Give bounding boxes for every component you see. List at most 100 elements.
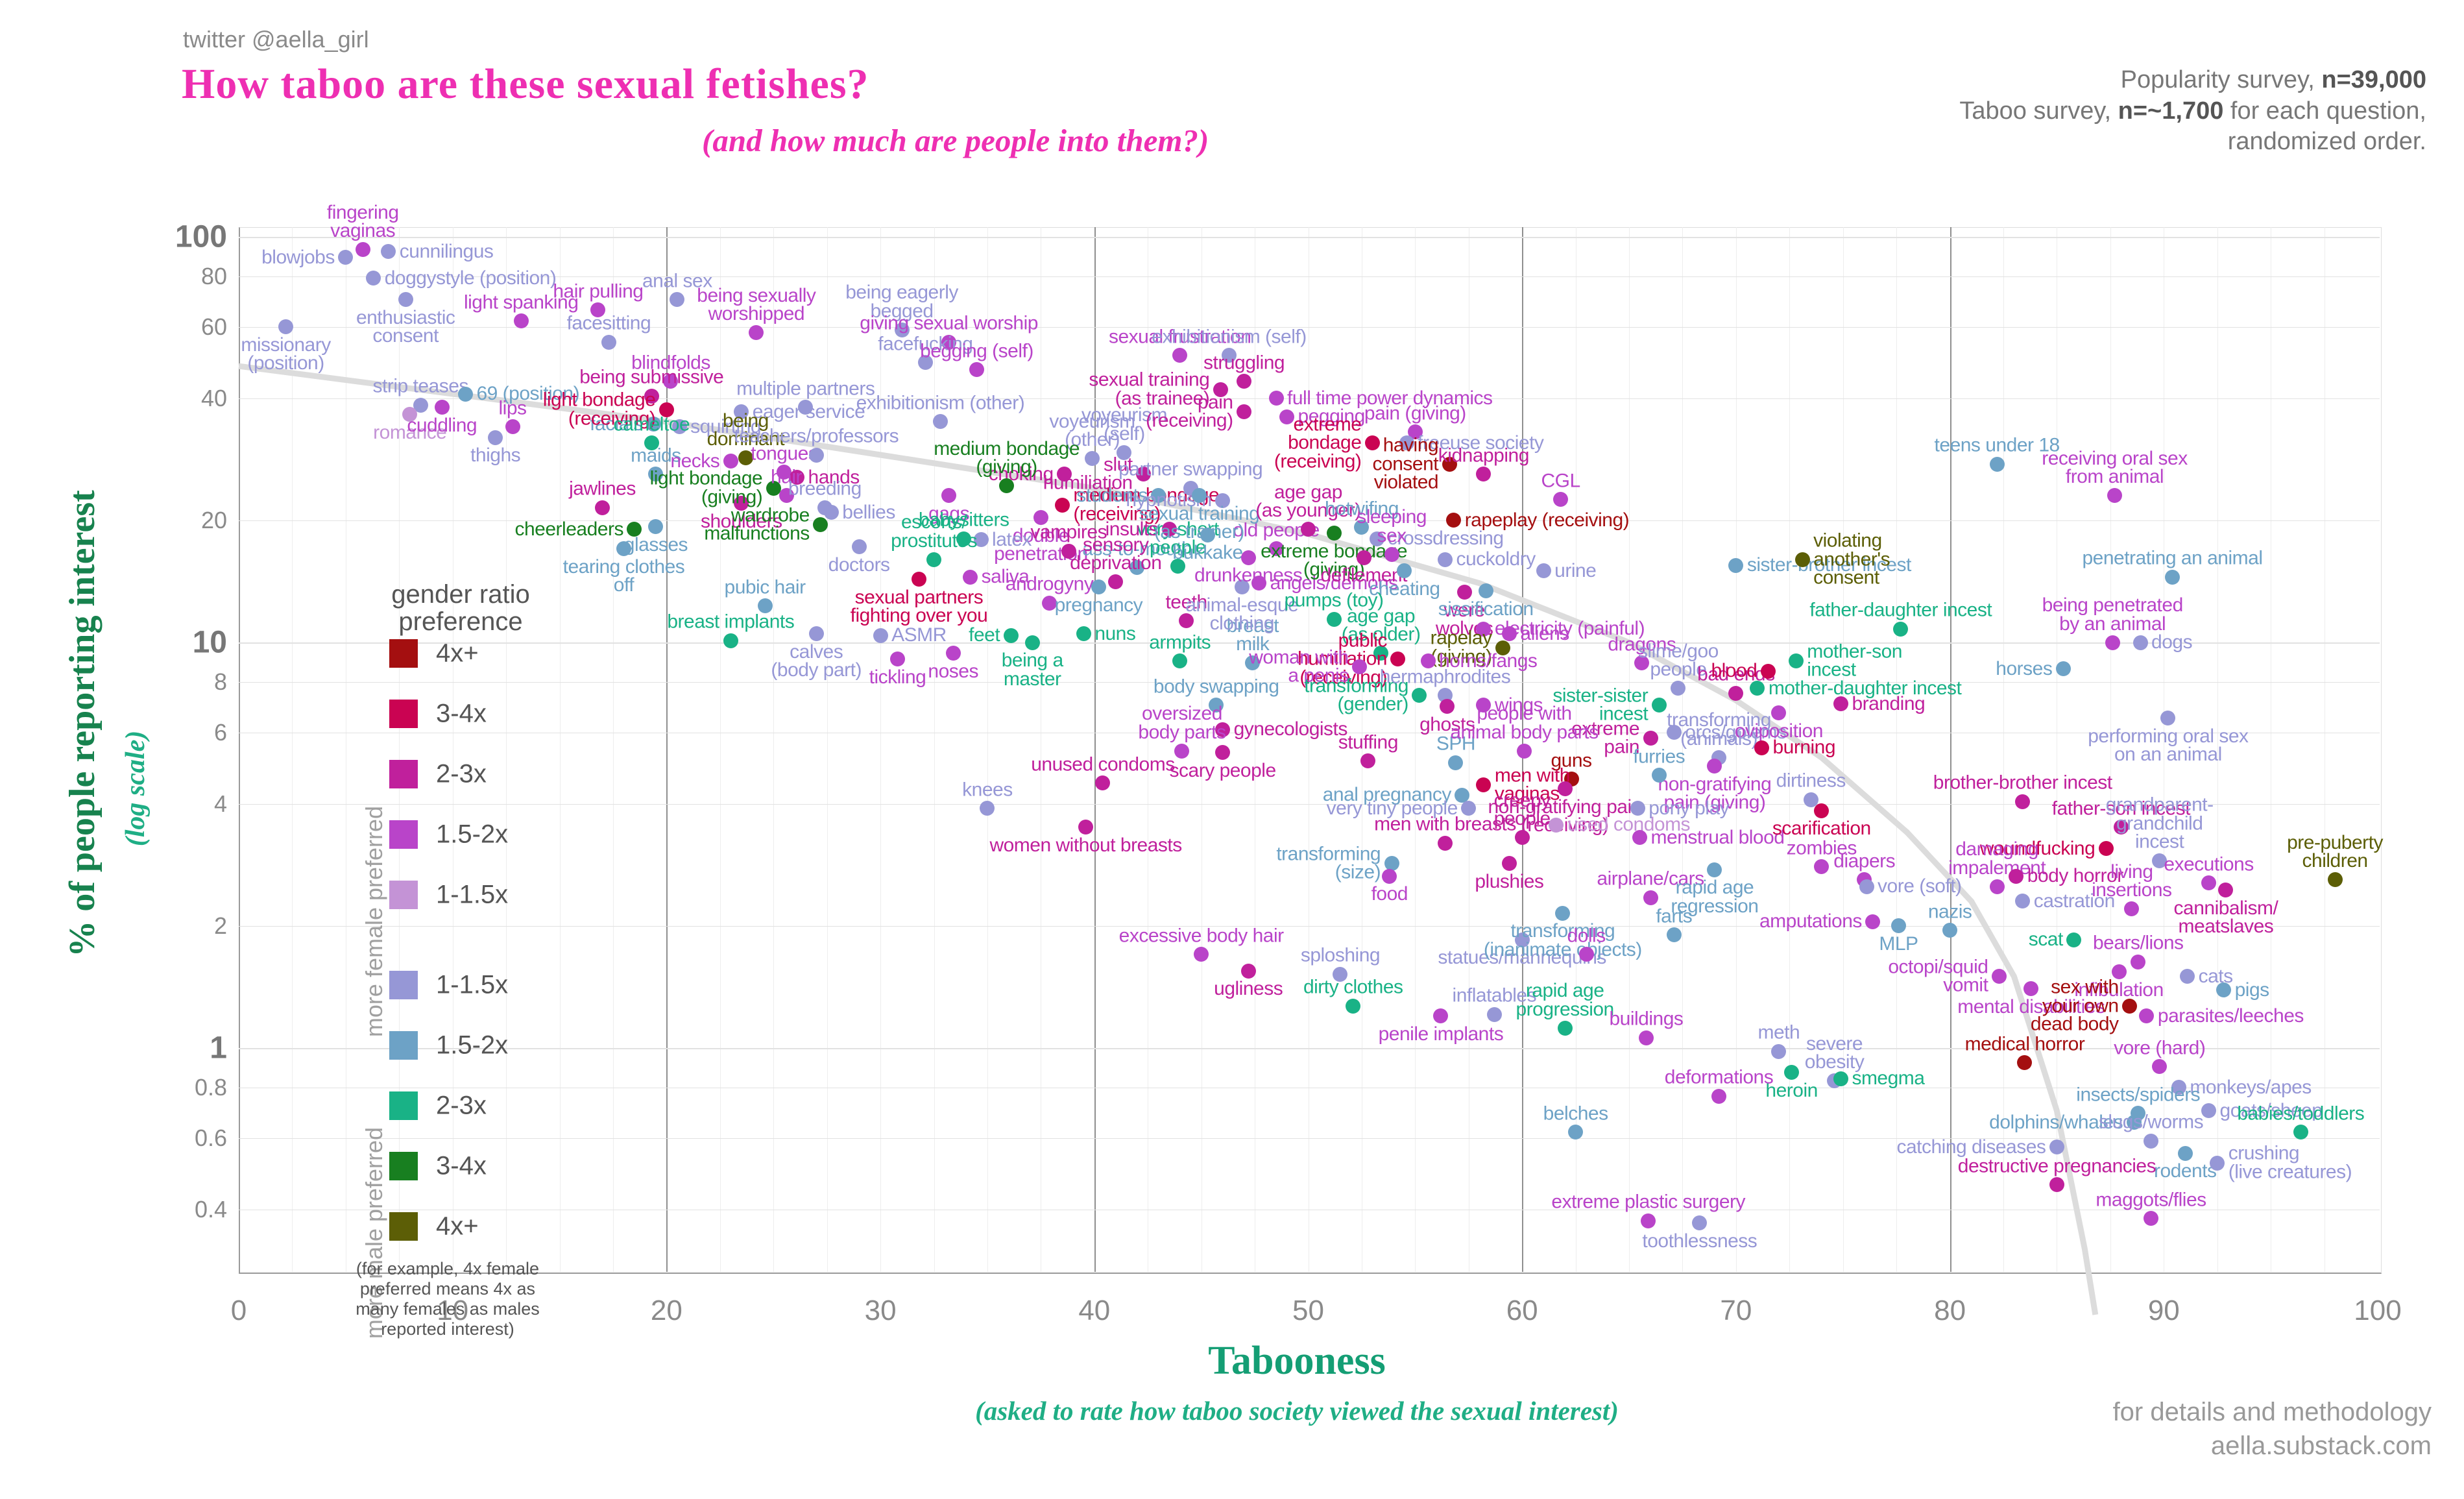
gridline-v-minor	[399, 227, 400, 1272]
data-point-label: orcs/golems	[1685, 721, 1787, 743]
data-point	[956, 531, 972, 546]
data-point	[1890, 918, 1906, 934]
data-point	[1237, 404, 1252, 420]
data-point	[1279, 409, 1295, 424]
data-point	[1095, 775, 1111, 791]
data-point	[1215, 493, 1231, 508]
data-point-label: cuddling	[407, 414, 477, 436]
y-axis-subtitle: (log scale)	[121, 730, 151, 847]
data-point	[1991, 969, 2007, 984]
data-point	[338, 250, 354, 265]
data-point	[1989, 879, 2005, 894]
data-point	[2049, 1139, 2064, 1155]
data-point	[1461, 801, 1477, 816]
gridline-h	[239, 520, 2380, 522]
data-point-label: zombies	[1786, 837, 1857, 859]
y-tick-label: 10	[192, 625, 227, 660]
data-point	[1240, 963, 1256, 979]
page-subtitle: (and how much are people into them?)	[702, 123, 1209, 158]
data-point-label: oversized body parts	[1138, 703, 1226, 743]
data-point-label: anal pregnancy	[1322, 784, 1452, 806]
data-point-label: oviposition	[1734, 720, 1824, 742]
data-point-label: sexual training (as trainee)	[1089, 369, 1210, 409]
data-point-label: glasses	[623, 533, 688, 555]
data-point-label: sexual partners fighting over you	[850, 586, 988, 627]
data-point	[1476, 467, 1492, 482]
data-point	[1771, 1043, 1787, 1059]
data-point-label: facesitting	[566, 312, 651, 334]
data-point-label: having consent violated	[1372, 434, 1439, 493]
data-point	[1495, 640, 1511, 655]
data-point	[963, 569, 978, 585]
data-point	[1634, 655, 1650, 671]
legend-swatch	[389, 1091, 418, 1120]
data-point-label: meth	[1757, 1021, 1800, 1043]
data-point	[1399, 435, 1414, 451]
data-point	[1641, 1213, 1656, 1228]
data-point	[2139, 1008, 2155, 1023]
data-point	[2049, 1177, 2064, 1193]
data-point	[734, 496, 749, 511]
data-point-label: deformations	[1664, 1066, 1774, 1088]
data-point-label: sexual training (as trainer)	[1139, 502, 1260, 543]
data-point	[1360, 753, 1376, 769]
data-point-label: gynecologists	[1233, 718, 1348, 740]
data-point-label: bellies	[842, 501, 895, 523]
legend-title: gender ratio preference	[391, 580, 530, 636]
data-point-label: vore (hard)	[2114, 1037, 2206, 1059]
data-point-label: mother-son incest	[1807, 640, 1902, 681]
legend-item-label: 1-1.5x	[436, 970, 509, 999]
data-point-label: mother-daughter incest	[1768, 677, 1962, 699]
data-point	[1301, 522, 1316, 537]
data-point-label: hands	[808, 466, 860, 488]
data-point	[1245, 655, 1261, 671]
data-point	[1172, 653, 1188, 669]
data-point-label: light bondage (receiving)	[542, 389, 656, 430]
data-point	[2015, 894, 2031, 909]
data-point	[1750, 681, 1765, 696]
data-point-label: aliens	[1520, 622, 1569, 644]
data-point	[648, 519, 664, 535]
legend-swatch	[389, 1152, 418, 1180]
data-point-label: pony play	[1649, 797, 1730, 819]
data-point	[366, 271, 381, 286]
data-point	[2180, 969, 2195, 984]
data-point	[1433, 1008, 1449, 1023]
data-point-label: people with animal body parts	[1450, 703, 1599, 743]
legend-swatch	[389, 881, 418, 909]
data-point-label: insults	[1105, 518, 1159, 540]
legend-swatch	[389, 639, 418, 668]
y-tick-label: 0.8	[194, 1073, 227, 1101]
data-point-label: exhibitionism (other)	[856, 392, 1025, 414]
data-point	[670, 292, 685, 308]
data-point-label: knees	[962, 779, 1013, 801]
data-point	[2105, 635, 2120, 650]
data-point-label: 69 (position)	[476, 382, 580, 404]
data-point-label: light bondage (giving)	[649, 467, 763, 508]
data-point	[402, 407, 418, 422]
data-point	[911, 572, 926, 587]
data-point-label: smegma	[1852, 1067, 1925, 1090]
data-point-label: unused condoms	[1031, 753, 1175, 775]
data-point-label: blowjobs	[261, 246, 335, 268]
data-point-label: transforming (gender)	[1304, 675, 1408, 715]
data-point	[2122, 998, 2138, 1014]
data-point-label: scarification	[1772, 818, 1871, 840]
data-point-label: rapeplay (receiving)	[1464, 509, 1630, 531]
data-point-label: rapelay (giving)	[1430, 627, 1492, 668]
data-point	[894, 322, 910, 337]
data-point-label: pain (giving)	[1364, 402, 1466, 424]
data-point-label: pumps (toy)	[1284, 589, 1384, 611]
data-point	[2201, 1103, 2217, 1119]
data-point-label: pregnancy	[1054, 594, 1143, 616]
data-point	[1448, 755, 1464, 770]
data-point	[1326, 526, 1342, 541]
gridline-v-minor	[2003, 227, 2005, 1272]
data-point-label: insects/spiders	[2076, 1084, 2201, 1106]
data-point	[1240, 550, 1256, 565]
data-point	[1172, 348, 1188, 363]
data-point-label: rapid age regression	[1671, 877, 1759, 917]
data-point	[1382, 868, 1397, 884]
data-point-label: SPH	[1436, 733, 1476, 755]
data-point	[601, 334, 616, 350]
